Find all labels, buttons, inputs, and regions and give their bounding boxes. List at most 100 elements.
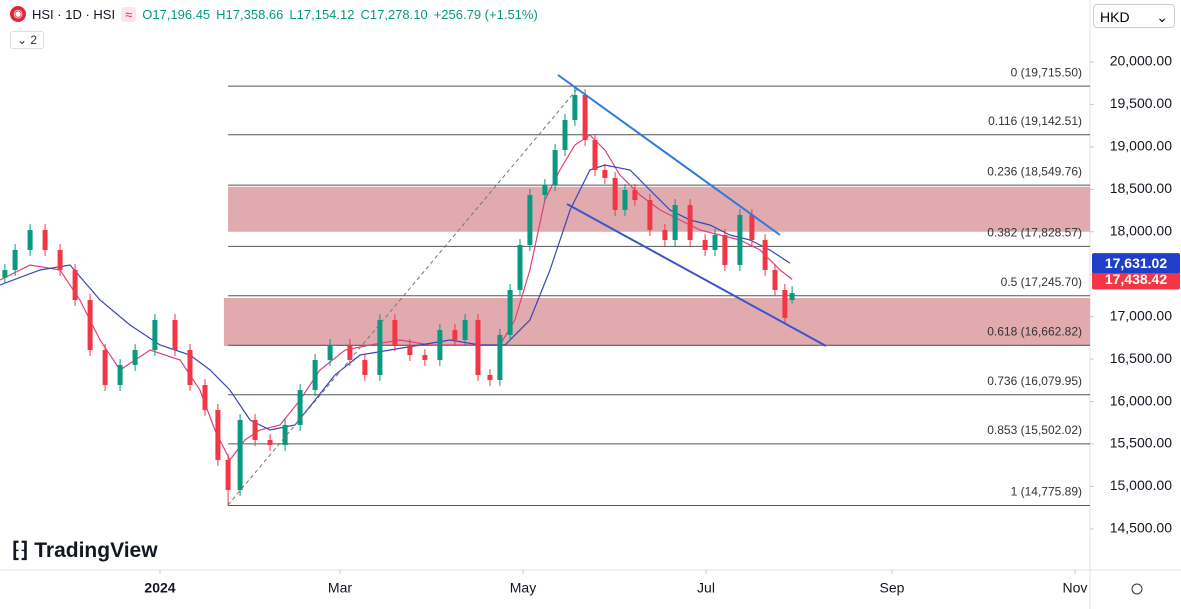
legend: ◉ HSI · 1D · HSI ≈ O17,196.45 H17,358.66… <box>10 6 538 22</box>
x-tick-label: Nov <box>1063 580 1088 596</box>
x-tick-label: Mar <box>328 580 352 596</box>
candle-body <box>252 419 258 441</box>
candle-body <box>237 419 243 491</box>
channel-lower <box>566 203 827 347</box>
fib-label: 0 (19,715.50) <box>1011 65 1082 79</box>
candle-body <box>517 245 523 291</box>
logo: ◉ <box>10 6 26 22</box>
currency: HKD <box>1100 9 1130 25</box>
settings-icon[interactable] <box>1131 583 1143 595</box>
candle-body <box>552 150 558 185</box>
candle-body <box>312 359 318 391</box>
change: +256.79 (+1.51%) <box>433 6 538 22</box>
candle-body <box>102 350 108 386</box>
candle-body <box>687 205 693 241</box>
candle-body <box>117 364 123 386</box>
candle-body <box>702 240 708 251</box>
fib-label: 0.853 (15,502.02) <box>987 423 1082 437</box>
ohlc: H17,358.66 <box>216 6 284 22</box>
candle-body <box>57 250 63 270</box>
candle-body <box>282 424 288 446</box>
candle-body <box>377 319 383 375</box>
ohlc: L17,154.12 <box>289 6 355 22</box>
candle-body <box>507 290 513 336</box>
candle-body <box>327 345 333 360</box>
price-label-bg <box>1092 269 1180 290</box>
y-tick-label: 16,000.00 <box>1110 392 1172 408</box>
candle-body <box>542 184 548 196</box>
candle-body <box>749 214 755 241</box>
candle-body <box>42 229 48 251</box>
fib-label: 0.382 (17,828.57) <box>987 225 1082 239</box>
candle-body <box>72 269 78 301</box>
x-tick-label: Sep <box>880 580 905 596</box>
y-tick-label: 19,000.00 <box>1110 138 1172 154</box>
ohlc: C17,278.10 <box>360 6 428 22</box>
indicator-toggle[interactable]: ⌄ 2 <box>10 31 45 49</box>
candle-body <box>722 234 728 265</box>
y-tick-label: 15,500.00 <box>1110 435 1172 451</box>
candle-body <box>782 290 788 319</box>
brand-name: TradingView <box>34 539 158 562</box>
candle-body <box>487 374 493 380</box>
price-label-bg <box>1092 253 1180 274</box>
candle-body <box>87 300 93 351</box>
x-tick-label: 2024 <box>144 580 175 596</box>
fib-label: 0.116 (19,142.51) <box>988 114 1082 128</box>
candle-body <box>297 390 303 425</box>
y-tick-label: 19,500.00 <box>1110 95 1172 111</box>
x-tick-label: Jul <box>697 580 715 596</box>
candle-body <box>362 359 368 375</box>
fib-label: 0.236 (18,549.76) <box>987 164 1082 178</box>
y-tick-label: 18,000.00 <box>1110 222 1172 238</box>
candle-body <box>225 459 231 491</box>
candle-body <box>612 177 618 210</box>
x-tick-label: May <box>510 580 536 596</box>
candle-body <box>452 329 458 341</box>
candle-body <box>392 319 398 346</box>
candle-body <box>422 355 428 360</box>
candle-body <box>497 335 503 380</box>
zone <box>223 297 1090 346</box>
candle-body <box>12 250 18 270</box>
candle-body <box>2 269 8 278</box>
candle-body <box>267 440 273 446</box>
price-label: 17,438.42 <box>1105 271 1167 287</box>
y-tick-label: 18,500.00 <box>1110 180 1172 196</box>
candle-body <box>622 190 628 210</box>
candle-body <box>737 214 743 265</box>
candle-body <box>462 319 468 341</box>
candle-body <box>152 319 158 351</box>
indicator-count: 2 <box>30 33 38 47</box>
candle-body <box>632 190 638 201</box>
candle-body <box>132 350 138 365</box>
y-tick-label: 17,000.00 <box>1110 307 1172 323</box>
y-tick-label: 15,000.00 <box>1110 477 1172 493</box>
candle-body <box>647 200 653 230</box>
candle-body <box>662 229 668 241</box>
moving-average <box>0 134 793 462</box>
price-label: 17,631.02 <box>1105 255 1167 271</box>
candle-body <box>572 95 578 120</box>
candle-body <box>202 385 208 410</box>
indicator-icon[interactable]: ≈ <box>121 6 137 22</box>
fib-label: 0.618 (16,662.82) <box>987 324 1082 338</box>
brand: ⁅⁆ TradingView <box>12 539 158 562</box>
candle-body <box>602 169 608 178</box>
candle-body <box>582 95 588 140</box>
candle-body <box>187 350 193 386</box>
candle-body <box>172 319 178 351</box>
channel-upper <box>557 74 781 236</box>
fib-label: 0.736 (16,079.95) <box>987 374 1082 388</box>
candle-body <box>527 195 533 246</box>
symbol: HSI · 1D · HSI <box>32 6 116 22</box>
fib-trend <box>227 87 579 506</box>
y-tick-label: 14,500.00 <box>1110 520 1172 536</box>
candle-body <box>789 293 795 300</box>
currency-select[interactable]: HKD ⌄ <box>1093 4 1175 28</box>
candle-body <box>27 229 33 251</box>
candle-body <box>592 139 598 170</box>
candle-body <box>772 269 778 291</box>
candle-body <box>475 319 481 375</box>
